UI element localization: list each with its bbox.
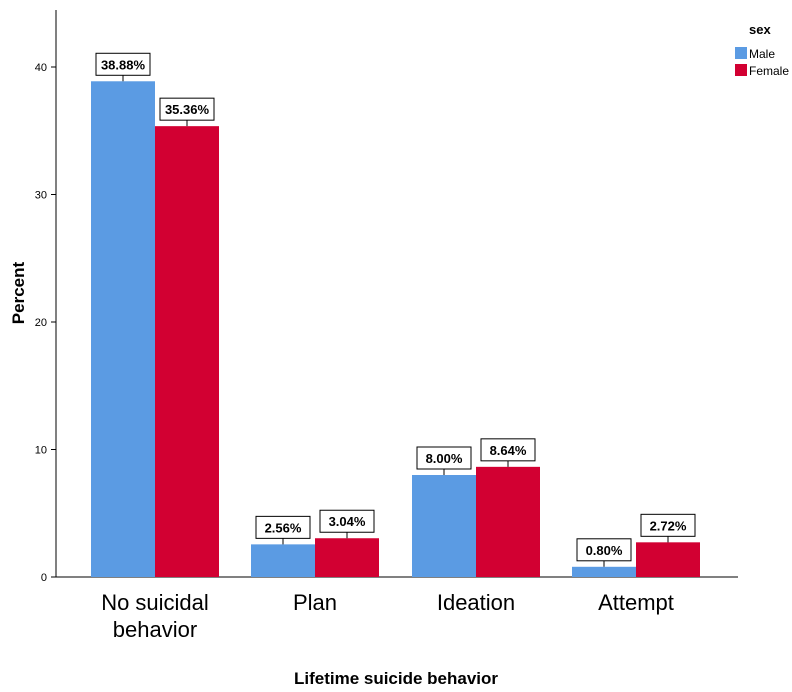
bar-male-1	[251, 544, 315, 577]
category-labels: No suicidal behavior Plan Ideation Attempt	[101, 590, 674, 642]
y-tick-label: 40	[35, 62, 47, 74]
data-label-box	[640, 513, 696, 537]
data-label-box	[480, 438, 536, 462]
data-label: 2.72%	[650, 518, 687, 533]
data-labels: 38.88% 2.56% 8.00% 0.80% 35.36% 3.04% 8.64% 2.7…	[95, 52, 696, 567]
category-label: No suicidal behavior	[101, 590, 209, 642]
data-label: 8.64%	[490, 443, 527, 458]
category-label: Attempt	[598, 590, 674, 615]
data-label-box	[319, 509, 375, 533]
data-label: 8.00%	[426, 451, 463, 466]
data-label-box	[576, 538, 632, 562]
legend-label-male: Male	[749, 47, 775, 61]
bar-female-1	[315, 538, 379, 577]
y-axis-title: Percent	[9, 261, 28, 324]
legend-title: sex	[749, 22, 771, 37]
data-label: 35.36%	[165, 102, 210, 117]
bar-male-0	[91, 81, 155, 577]
data-label-box	[159, 97, 215, 121]
data-label: 2.56%	[265, 520, 302, 535]
data-label-box	[95, 52, 151, 76]
category-label: Ideation	[437, 590, 515, 615]
data-label-box	[416, 446, 472, 470]
data-label: 3.04%	[329, 514, 366, 529]
y-ticks: 0 10 20 30 40	[35, 62, 56, 584]
data-label: 0.80%	[586, 543, 623, 558]
data-label: 38.88%	[101, 57, 146, 72]
legend-swatch-female	[735, 64, 747, 76]
category-label: Plan	[293, 590, 337, 615]
bar-male-2	[412, 475, 476, 577]
y-tick-label: 10	[35, 445, 47, 457]
data-label-box	[255, 515, 311, 539]
legend-swatch-male	[735, 47, 747, 59]
y-tick-label: 20	[35, 317, 47, 329]
legend-label-female: Female	[749, 64, 789, 78]
bar-female-2	[476, 466, 540, 577]
bars	[91, 81, 700, 577]
bar-female-3	[636, 542, 700, 577]
bar-female-0	[155, 126, 219, 577]
y-tick-label: 0	[41, 572, 47, 584]
x-axis-title: Lifetime suicide behavior	[294, 669, 498, 688]
legend: sex Male Female	[735, 22, 789, 78]
y-tick-label: 30	[35, 190, 47, 202]
bar-male-3	[572, 566, 636, 577]
